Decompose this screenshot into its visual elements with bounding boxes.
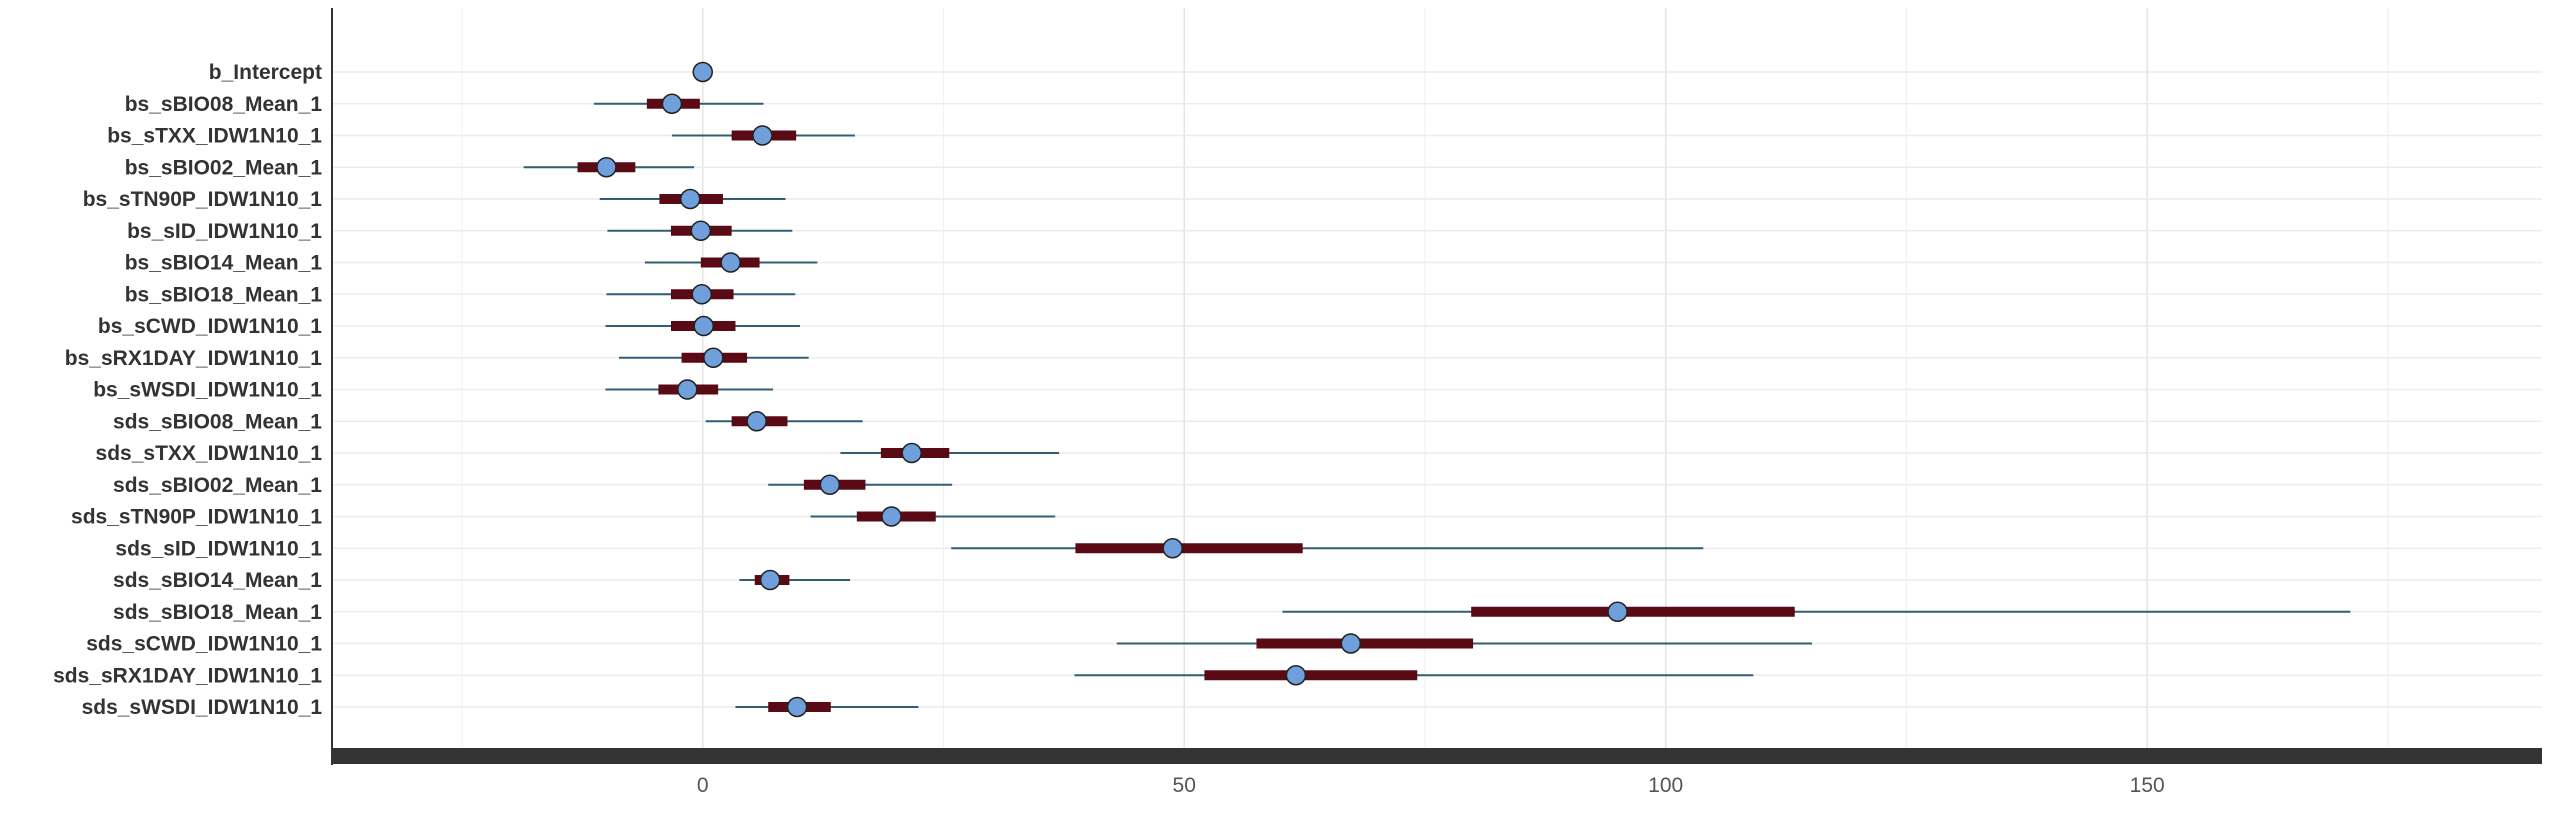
y-tick-label: sds_sBIO02_Mean_1 bbox=[113, 474, 322, 497]
y-tick-label: bs_sWSDI_IDW1N10_1 bbox=[93, 379, 322, 402]
y-tick-label: bs_sBIO08_Mean_1 bbox=[125, 93, 323, 116]
y-axis-labels: b_Intercept bs_sBIO08_Mean_1 bs_sTXX_IDW1N… bbox=[53, 61, 322, 719]
y-tick-label: sds_sTXX_IDW1N10_1 bbox=[96, 442, 323, 465]
point-estimate bbox=[1285, 665, 1307, 686]
x-axis-bar bbox=[332, 748, 2542, 764]
x-tick-label: 150 bbox=[2130, 774, 2165, 797]
y-tick-label: sds_sTN90P_IDW1N10_1 bbox=[71, 506, 322, 529]
point-estimate bbox=[1607, 601, 1628, 622]
point-estimate bbox=[786, 696, 808, 718]
point-estimate bbox=[690, 220, 712, 241]
y-tick-label: sds_sID_IDW1N10_1 bbox=[115, 537, 322, 560]
point-estimates bbox=[596, 61, 1628, 718]
point-estimate bbox=[596, 157, 617, 178]
y-tick-label: bs_sBIO02_Mean_1 bbox=[125, 156, 323, 179]
point-estimate bbox=[703, 347, 724, 368]
point-estimate bbox=[693, 315, 714, 337]
x-tick-label: 100 bbox=[1648, 774, 1683, 797]
point-estimate bbox=[752, 125, 773, 146]
point-estimate bbox=[661, 93, 683, 114]
point-estimate bbox=[1340, 633, 1362, 654]
point-estimate bbox=[677, 379, 698, 400]
y-tick-label: bs_sBIO18_Mean_1 bbox=[125, 283, 323, 306]
y-tick-label: sds_sRX1DAY_IDW1N10_1 bbox=[53, 664, 322, 687]
y-tick-label: b_Intercept bbox=[209, 61, 322, 84]
point-estimate bbox=[819, 474, 841, 495]
y-tick-label: bs_sRX1DAY_IDW1N10_1 bbox=[65, 347, 323, 370]
point-estimate bbox=[691, 284, 713, 305]
point-estimate bbox=[679, 188, 701, 210]
point-estimate bbox=[720, 252, 741, 273]
grid-lines bbox=[332, 8, 2542, 748]
point-estimate bbox=[901, 442, 922, 464]
y-tick-label: bs_sTXX_IDW1N10_1 bbox=[107, 125, 322, 148]
point-estimate bbox=[881, 506, 902, 527]
y-tick-label: sds_sBIO08_Mean_1 bbox=[113, 410, 322, 433]
point-estimate bbox=[1162, 538, 1183, 559]
x-tick-label: 0 bbox=[697, 774, 709, 797]
y-tick-label: bs_sCWD_IDW1N10_1 bbox=[98, 315, 322, 338]
y-tick-label: sds_sBIO14_Mean_1 bbox=[113, 569, 322, 592]
y-tick-label: sds_sWSDI_IDW1N10_1 bbox=[82, 696, 323, 719]
y-tick-label: sds_sCWD_IDW1N10_1 bbox=[86, 633, 322, 656]
y-tick-label: sds_sBIO18_Mean_1 bbox=[113, 601, 322, 624]
y-tick-label: bs_sBIO14_Mean_1 bbox=[125, 252, 323, 275]
outer-intervals bbox=[523, 102, 2351, 708]
point-estimate bbox=[759, 569, 781, 591]
x-axis-ticks: 0 50 100 150 bbox=[697, 774, 2165, 797]
point-estimate bbox=[692, 61, 713, 83]
y-tick-label: bs_sTN90P_IDW1N10_1 bbox=[83, 188, 323, 211]
y-tick-label: bs_sID_IDW1N10_1 bbox=[127, 220, 322, 243]
point-estimate bbox=[746, 411, 767, 432]
x-tick-label: 50 bbox=[1173, 774, 1196, 797]
